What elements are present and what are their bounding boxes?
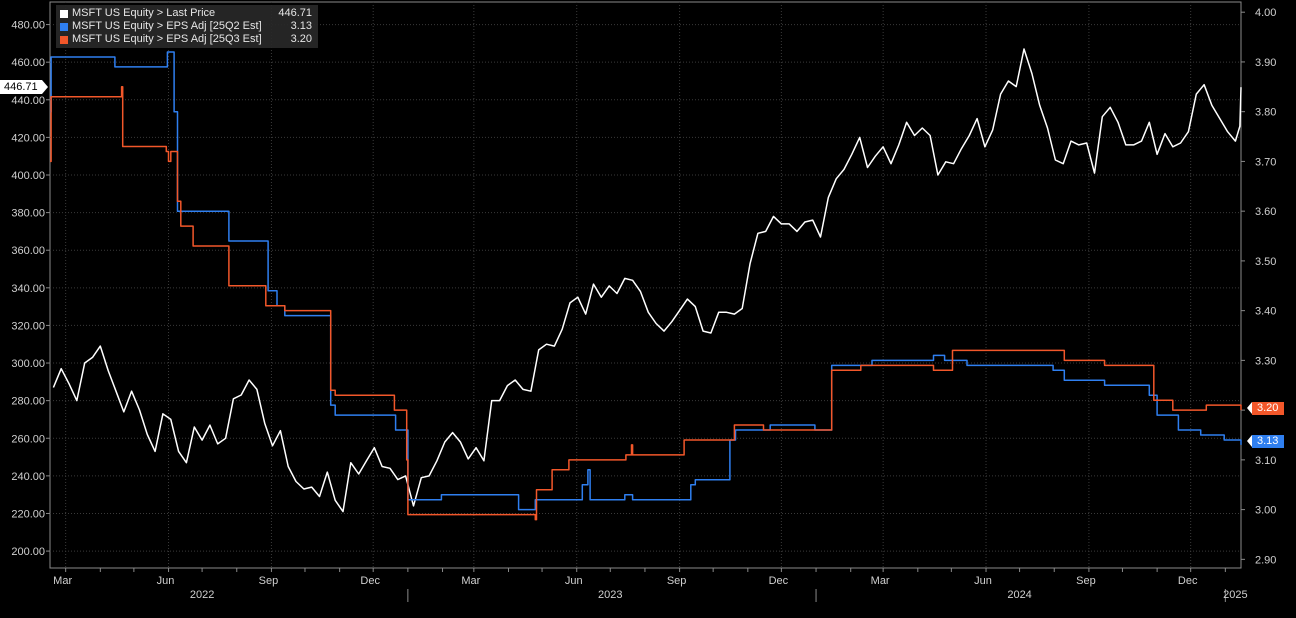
right-tick-label: 3.30 [1255, 355, 1276, 367]
right-axis: 2.903.003.103.203.303.403.503.603.703.80… [1241, 7, 1276, 566]
series-lines [50, 48, 1242, 521]
left-axis: 200.00 220.00 240.00 260.00 280.00 300.00 320.… [11, 20, 50, 558]
left-tick-label: 340.00 [11, 283, 45, 295]
left-tick-label: 380.00 [11, 208, 45, 220]
month-tick-label: Sep [1076, 575, 1096, 587]
month-tick-label: Dec [769, 575, 789, 587]
year-label: 2023 [598, 589, 622, 601]
right-tick-label: 3.00 [1255, 505, 1276, 517]
right-tick-label: 3.80 [1255, 107, 1276, 119]
legend-item-last-price[interactable]: MSFT US Equity > Last Price 446.71 [60, 7, 312, 20]
right-tick-label: 3.60 [1255, 206, 1276, 218]
legend-swatch [60, 35, 68, 44]
last-price-line [52, 48, 1242, 513]
left-tick-label: 200.00 [11, 546, 45, 558]
eps-25q3-tag: 3.20 [1246, 402, 1285, 415]
left-tick-label: 320.00 [11, 320, 45, 332]
right-tick-label: 3.10 [1255, 455, 1276, 467]
left-tick-label: 360.00 [11, 245, 45, 257]
month-tick-label: Dec [360, 575, 380, 587]
left-tick-label: 220.00 [11, 508, 45, 520]
left-tick-label: 420.00 [11, 132, 45, 144]
legend-value: 3.13 [290, 20, 312, 32]
eps-25q2-tag: 3.13 [1246, 435, 1285, 448]
legend-value: 3.20 [290, 33, 312, 45]
left-tick-label: 460.00 [11, 57, 45, 69]
left-tick-label: 440.00 [11, 95, 45, 107]
month-tick-label: Sep [259, 575, 279, 587]
month-tick-label: Sep [667, 575, 687, 587]
eps-25q3-line [50, 86, 1242, 521]
plot-frame [49, 1, 1242, 569]
legend-label: MSFT US Equity > EPS Adj [25Q3 Est] [72, 33, 262, 45]
legend: MSFT US Equity > Last Price 446.71 MSFT … [56, 5, 318, 48]
month-tick-label: Jun [565, 575, 583, 587]
month-tick-label: Jun [157, 575, 175, 587]
month-tick-label: Mar [871, 575, 890, 587]
right-tick-label: 4.00 [1255, 7, 1276, 19]
year-label: 2025 [1223, 589, 1247, 601]
eps-25q2-line [50, 51, 1242, 511]
year-label: 2024 [1007, 589, 1031, 601]
month-tick-label: Dec [1178, 575, 1198, 587]
left-tick-label: 280.00 [11, 396, 45, 408]
right-tick-label: 3.90 [1255, 57, 1276, 69]
right-tick-label: 3.70 [1255, 156, 1276, 168]
left-tick-label: 260.00 [11, 433, 45, 445]
year-label: 2022 [190, 589, 214, 601]
right-tick-label: 2.90 [1255, 554, 1276, 566]
month-tick-label: Mar [53, 575, 72, 587]
right-tick-label: 3.40 [1255, 306, 1276, 318]
left-tick-label: 240.00 [11, 471, 45, 483]
right-tick-label: 3.50 [1255, 256, 1276, 268]
month-tick-label: Jun [974, 575, 992, 587]
month-tick-label: Mar [461, 575, 480, 587]
legend-label: MSFT US Equity > EPS Adj [25Q2 Est] [72, 20, 262, 32]
last-price-tag: 446.71 [0, 80, 48, 94]
left-tick-label: 400.00 [11, 170, 45, 182]
legend-item-eps-25q3[interactable]: MSFT US Equity > EPS Adj [25Q3 Est] 3.20 [60, 33, 312, 46]
left-tick-label: 480.00 [11, 20, 45, 32]
legend-label: MSFT US Equity > Last Price [72, 7, 216, 19]
grid [50, 2, 1241, 568]
left-tick-label: 300.00 [11, 358, 45, 370]
legend-value: 446.71 [278, 7, 312, 19]
legend-swatch [60, 9, 68, 18]
legend-item-eps-25q2[interactable]: MSFT US Equity > EPS Adj [25Q2 Est] 3.13 [60, 20, 312, 33]
legend-swatch [60, 22, 68, 31]
x-axis: Mar Jun Sep Dec Mar Jun Sep Dec Mar Jun Sep Dec 2022… [53, 568, 1248, 602]
